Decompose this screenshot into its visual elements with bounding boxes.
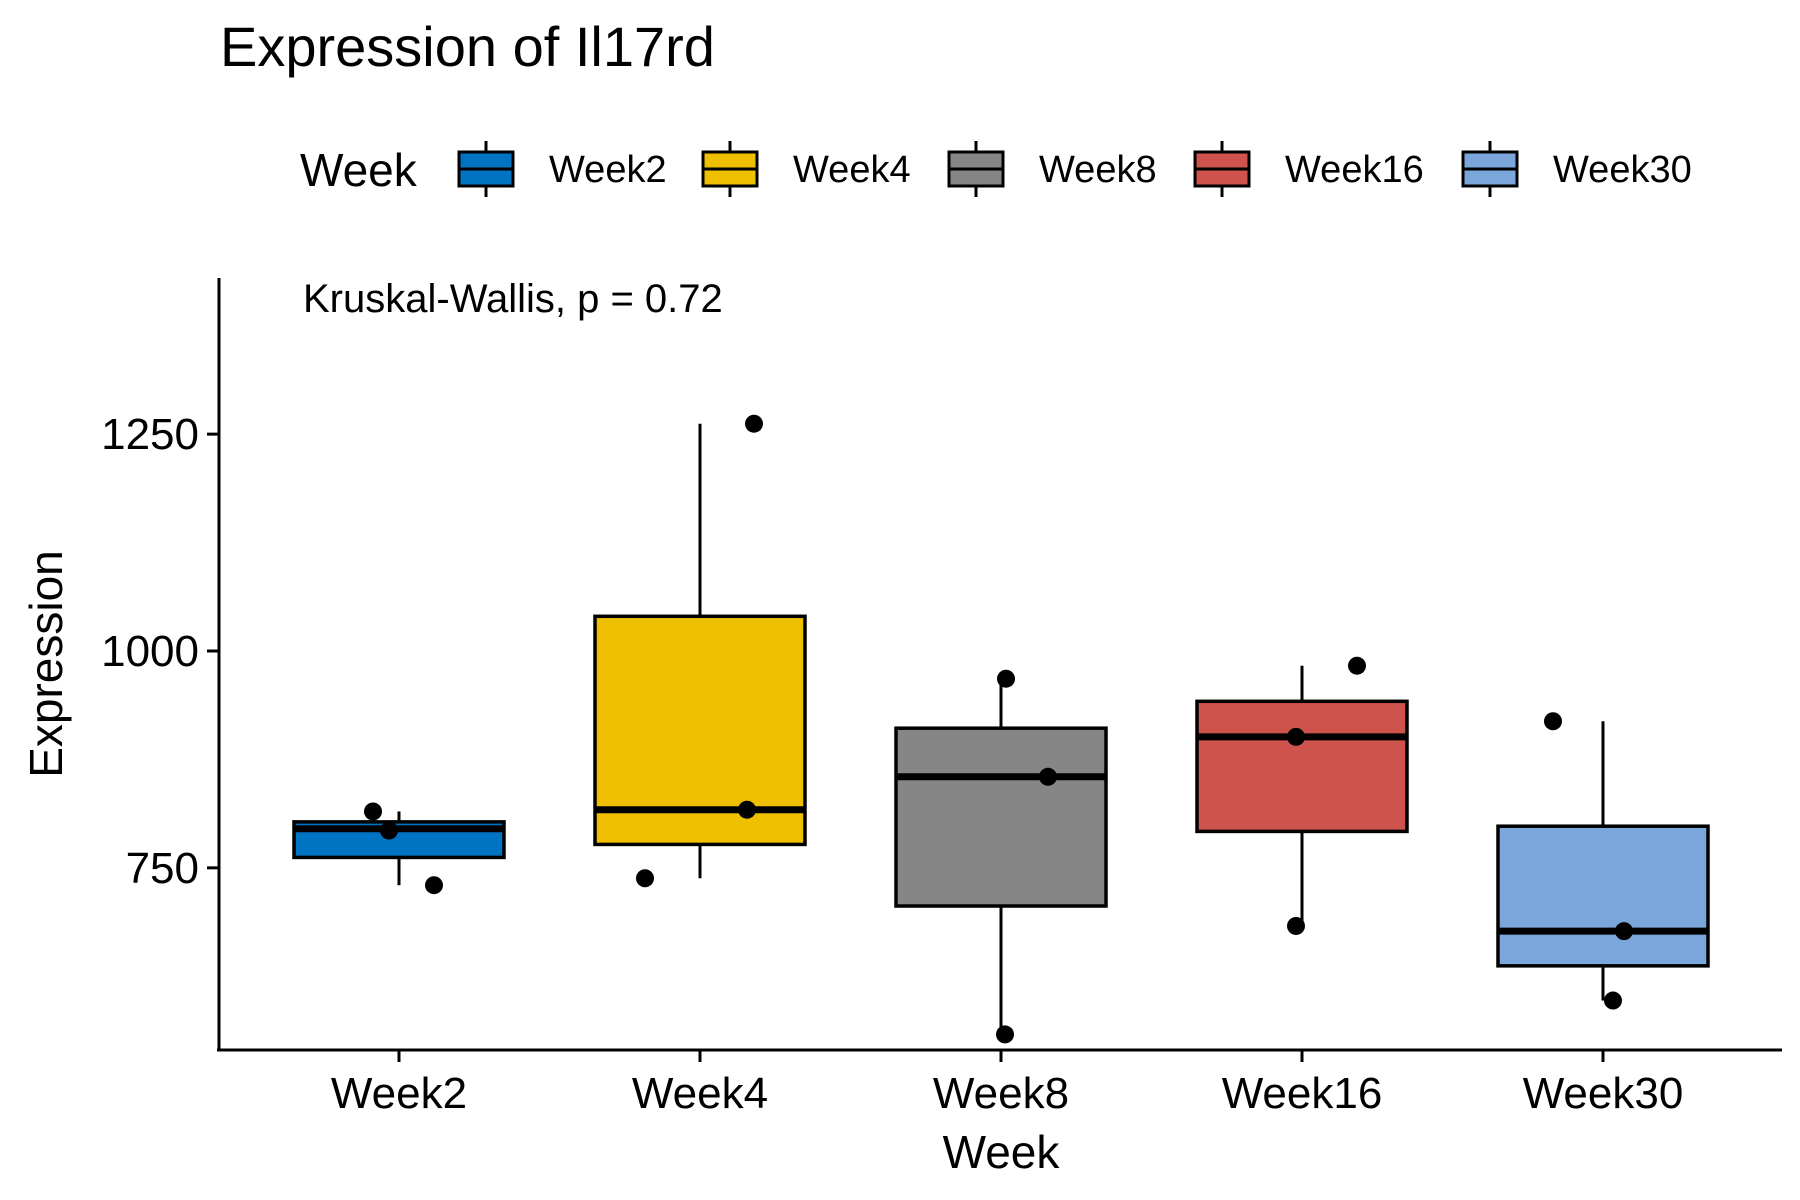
legend-label-week16: Week16: [1285, 149, 1424, 191]
y-axis: 750 1000 1250: [101, 410, 219, 893]
data-point: [636, 869, 654, 888]
data-point: [1287, 727, 1305, 746]
x-tick-label-week30: Week30: [1523, 1069, 1684, 1118]
box-iqr: [1496, 824, 1710, 968]
legend: Week Week2 Week4 Week8 Week16 Week30: [300, 141, 1692, 197]
kruskal-wallis-annotation: Kruskal-Wallis, p = 0.72: [303, 277, 723, 321]
legend-label-week8: Week8: [1039, 149, 1157, 191]
data-point: [738, 800, 756, 819]
x-axis-title: Week: [943, 1126, 1061, 1178]
x-tick-label-week2: Week2: [331, 1069, 467, 1118]
data-point: [745, 414, 763, 433]
box-week8: [894, 678, 1108, 1035]
legend-item-week2: Week2: [457, 141, 667, 197]
legend-item-week30: Week30: [1461, 141, 1692, 197]
box-week30: [1496, 721, 1710, 1001]
box-iqr: [894, 726, 1108, 908]
legend-label-week4: Week4: [793, 149, 911, 191]
data-point: [364, 802, 382, 821]
chart-title: Expression of Il17rd: [220, 15, 715, 78]
data-point: [1615, 922, 1633, 941]
legend-item-week16: Week16: [1193, 141, 1424, 197]
data-point: [1287, 916, 1305, 935]
data-point: [1544, 712, 1562, 731]
box-week16: [1195, 665, 1409, 926]
data-point: [425, 876, 443, 895]
data-point: [997, 669, 1015, 688]
legend-label-week2: Week2: [549, 149, 667, 191]
plot-area: [292, 414, 1710, 1044]
box-week2: [292, 811, 506, 886]
legend-item-week4: Week4: [701, 141, 911, 197]
y-tick-label-1000: 1000: [101, 627, 199, 676]
x-axis: Week2 Week4 Week8 Week16 Week30: [331, 1050, 1683, 1118]
data-point: [380, 821, 398, 840]
box-iqr: [1195, 699, 1409, 834]
x-tick-label-week8: Week8: [933, 1069, 1069, 1118]
y-tick-label-750: 750: [126, 844, 199, 893]
data-point: [996, 1025, 1014, 1044]
box-week4: [593, 423, 807, 879]
data-point: [1039, 767, 1057, 786]
legend-title: Week: [300, 144, 418, 196]
data-point: [1348, 656, 1366, 675]
x-tick-label-week4: Week4: [632, 1069, 768, 1118]
y-axis-title: Expression: [20, 550, 72, 778]
x-tick-label-week16: Week16: [1222, 1069, 1383, 1118]
y-tick-label-1250: 1250: [101, 410, 199, 459]
data-point: [1604, 991, 1622, 1010]
legend-label-week30: Week30: [1553, 149, 1692, 191]
legend-item-week8: Week8: [947, 141, 1157, 197]
